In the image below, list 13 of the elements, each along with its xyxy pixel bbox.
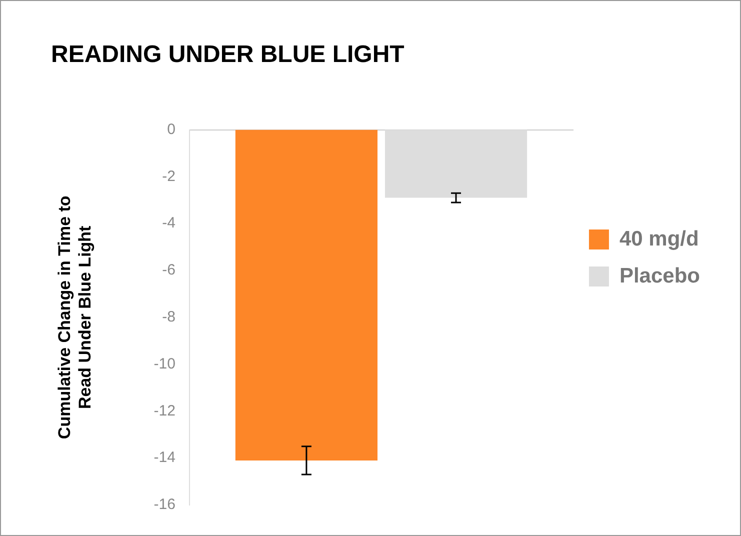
y-tick-label: -8 [162,308,176,326]
chart-title: READING UNDER BLUE LIGHT [51,41,405,68]
y-tick-label: 0 [167,120,176,138]
legend-label: 40 mg/d [619,227,699,250]
y-tick-label: -4 [162,214,176,232]
y-tick-label: -2 [162,168,176,185]
legend-label: Placebo [619,264,700,288]
y-tick-label: -6 [162,262,176,279]
y-tick-label: -14 [154,449,176,466]
y-tick-label: -12 [154,402,176,420]
y-tick-label: -16 [154,496,176,514]
y-axis-title: Cumulative Change in Time to Read Under Blue Light [54,196,94,440]
y-tick-label: -10 [154,355,176,372]
